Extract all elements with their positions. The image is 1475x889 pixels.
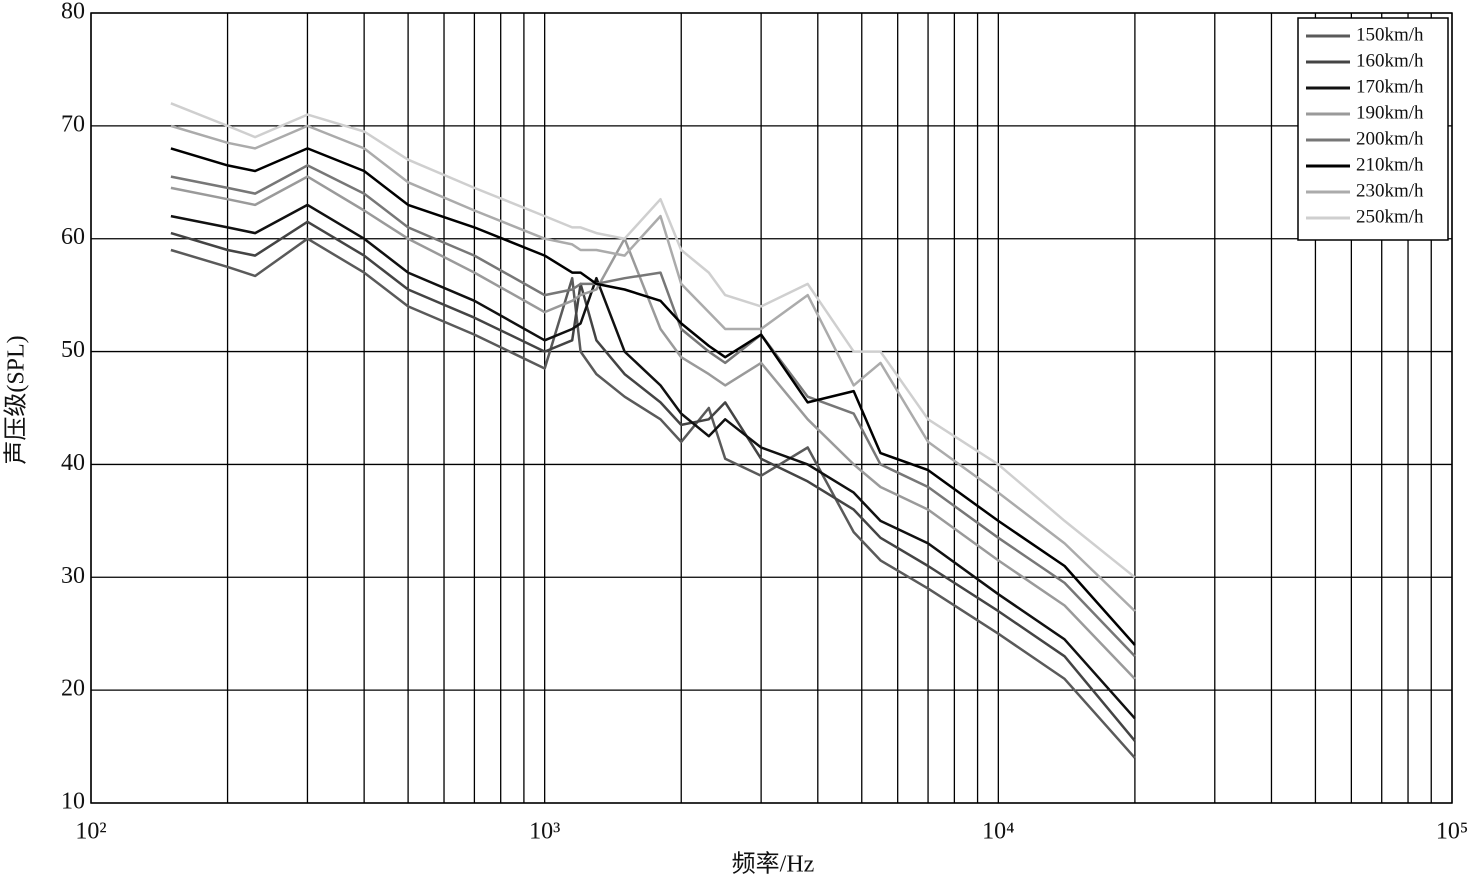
- legend-box: [1297, 17, 1449, 241]
- legend-label: 200km/h: [1356, 128, 1424, 149]
- x-tick-label: 10⁴: [982, 819, 1014, 845]
- series-line: [170, 102, 1136, 579]
- series-line: [170, 147, 1136, 646]
- x-axis-label: 频率/Hz: [732, 851, 815, 878]
- x-tick-label: 10⁵: [1436, 819, 1468, 845]
- y-tick-label: 10: [61, 789, 85, 815]
- x-tick-label: 10²: [75, 819, 106, 845]
- legend: 150km/h 160km/h 170km/h 190km/h 200km/h 210km…: [1297, 17, 1449, 241]
- y-tick-label: 60: [61, 224, 85, 250]
- series-line: [170, 175, 1136, 680]
- series-line: [170, 203, 1136, 720]
- x-tick-label: 10³: [529, 819, 560, 845]
- y-tick-label: 20: [61, 676, 85, 702]
- y-axis-label: 声压级(SPL): [3, 335, 30, 464]
- legend-label: 170km/h: [1356, 76, 1424, 97]
- series-line: [170, 164, 1136, 658]
- legend-label: 160km/h: [1356, 50, 1424, 71]
- legend-label: 250km/h: [1356, 206, 1424, 227]
- legend-label: 230km/h: [1356, 180, 1424, 201]
- series-line: [170, 220, 1136, 742]
- series-line: [170, 237, 1136, 759]
- series-line: [170, 124, 1136, 613]
- y-tick-label: 30: [61, 563, 85, 589]
- y-tick-label: 70: [61, 111, 85, 137]
- legend-label: 190km/h: [1356, 102, 1424, 123]
- y-tick-label: 40: [61, 450, 85, 476]
- legend-label: 210km/h: [1356, 154, 1424, 175]
- plot-frame: [90, 12, 1453, 804]
- y-tick-label: 80: [61, 0, 85, 25]
- y-tick-label: 50: [61, 337, 85, 363]
- legend-label: 150km/h: [1356, 24, 1424, 45]
